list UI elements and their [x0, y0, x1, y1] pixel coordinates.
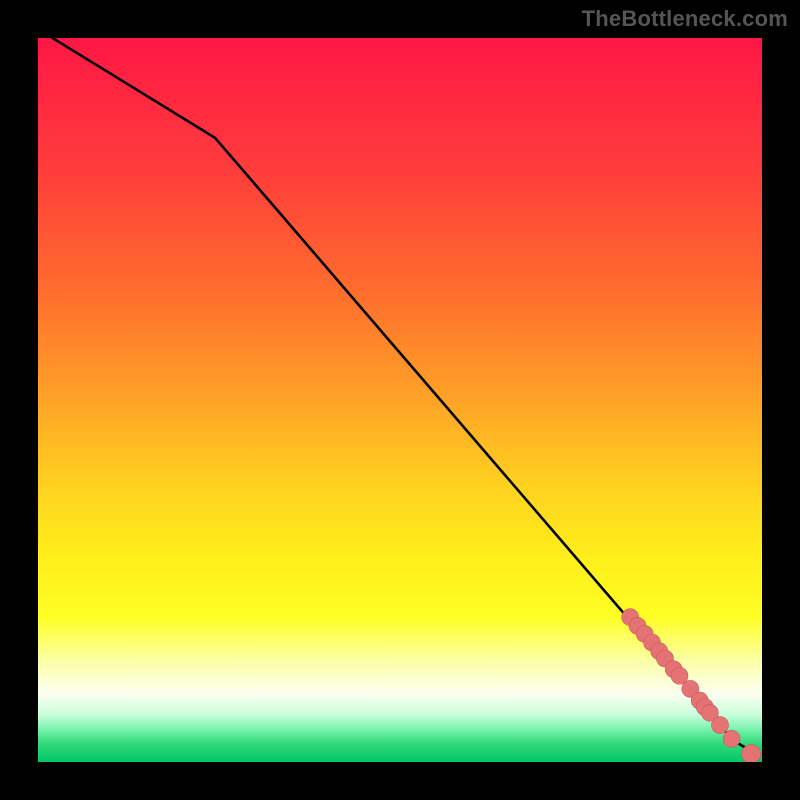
plot-area — [38, 38, 762, 762]
pareto-marker — [723, 730, 740, 747]
pareto-markers — [622, 609, 762, 762]
pareto-marker — [742, 745, 761, 763]
chart-frame: TheBottleneck.com — [0, 0, 800, 800]
pareto-marker — [712, 717, 729, 734]
curve-overlay — [38, 38, 762, 762]
attribution-label: TheBottleneck.com — [582, 6, 788, 32]
